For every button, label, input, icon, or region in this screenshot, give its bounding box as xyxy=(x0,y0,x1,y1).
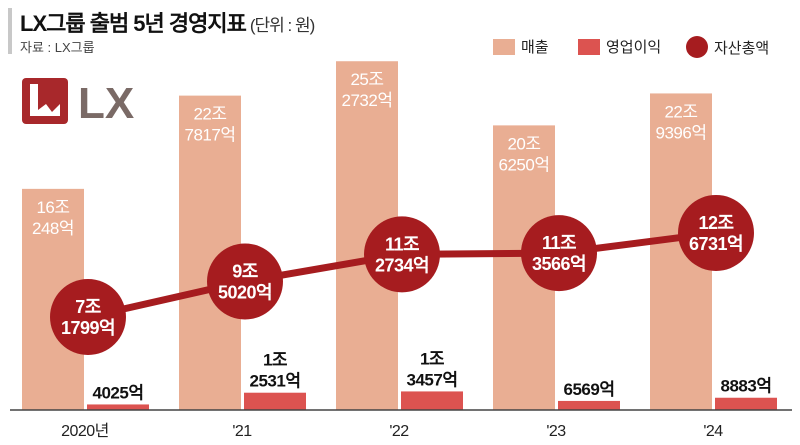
title-text: LX그룹 출범 5년 경영지표 xyxy=(20,11,247,36)
unit-label: (단위 : 원) xyxy=(249,16,315,35)
revenue-label: 20조 xyxy=(507,134,540,153)
assets-point xyxy=(521,215,597,292)
x-tick-label: '21 xyxy=(232,423,252,440)
x-tick-label: '24 xyxy=(703,423,723,440)
op-profit-bar xyxy=(715,397,777,410)
revenue-label: 248억 xyxy=(32,219,74,238)
assets-label: 9조 xyxy=(232,261,258,281)
revenue-label: 7817억 xyxy=(185,126,236,145)
assets-point xyxy=(50,279,126,356)
op-profit-label: 1조 xyxy=(263,351,288,370)
lx-logo: LX xyxy=(22,78,162,129)
legend-label: 매출 xyxy=(521,39,549,56)
op-profit-bar xyxy=(401,391,463,410)
x-tick-label: 2020년 xyxy=(61,422,109,440)
legend-op: 영업이익 xyxy=(578,36,661,57)
assets-point xyxy=(207,243,283,320)
x-tick-label: '23 xyxy=(546,423,566,440)
assets-label: 12조 xyxy=(698,213,733,233)
op-profit-bar xyxy=(558,400,620,410)
svg-text:LX: LX xyxy=(78,79,134,124)
op-profit-label: 4025억 xyxy=(93,383,144,402)
revenue-label: 2732억 xyxy=(342,91,393,110)
assets-label: 11조 xyxy=(385,234,419,254)
legend-label: 영업이익 xyxy=(606,39,662,56)
revenue-label: 9396억 xyxy=(656,123,707,142)
x-tick-label: '22 xyxy=(389,423,409,440)
op-profit-label: 3457억 xyxy=(407,370,458,389)
assets-label: 7조 xyxy=(75,297,101,317)
assets-label: 5020억 xyxy=(218,282,272,302)
revenue-label: 16조 xyxy=(36,198,69,217)
assets-label: 11조 xyxy=(542,233,576,253)
source-label: 자료 : LX그룹 xyxy=(20,40,95,55)
legend-assets: 자산총액 xyxy=(686,36,769,58)
assets-point xyxy=(678,194,754,271)
op-profit-bar xyxy=(87,404,149,410)
op-profit-label: 2531억 xyxy=(250,372,301,391)
assets-label: 2734억 xyxy=(375,255,429,275)
legend-revenue: 매출 xyxy=(493,36,549,57)
legend-swatch-op xyxy=(578,38,600,55)
revenue-label: 6250억 xyxy=(499,155,550,174)
revenue-label: 25조 xyxy=(350,70,383,89)
legend-label: 자산총액 xyxy=(714,39,770,57)
op-profit-label: 6569억 xyxy=(564,380,615,399)
op-profit-label: 8883억 xyxy=(721,377,772,396)
op-profit-label: 1조 xyxy=(420,349,445,368)
assets-label: 3566억 xyxy=(532,254,586,274)
op-profit-bar xyxy=(244,392,306,410)
header-accent-bar xyxy=(8,8,12,54)
legend-swatch-assets xyxy=(686,36,708,58)
revenue-label: 22조 xyxy=(664,102,697,121)
assets-point xyxy=(364,216,440,293)
chart-title: LX그룹 출범 5년 경영지표 (단위 : 원) xyxy=(20,6,315,38)
assets-label: 1799억 xyxy=(61,318,115,338)
legend-swatch-revenue xyxy=(493,38,515,55)
assets-label: 6731억 xyxy=(689,234,743,254)
revenue-label: 22조 xyxy=(193,105,226,124)
